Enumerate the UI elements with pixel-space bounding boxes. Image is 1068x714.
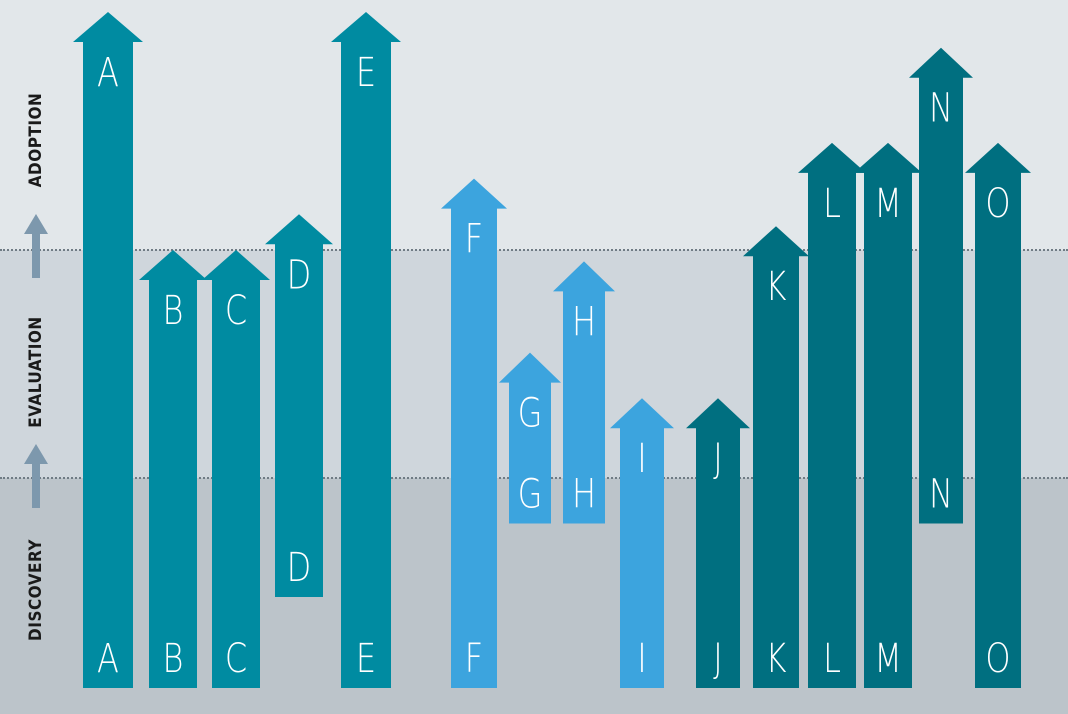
arrow-a-shape — [73, 12, 143, 688]
arrow-m: MM — [854, 142, 922, 688]
arrow-k-end-label: K — [766, 263, 787, 310]
arrow-b-start-label: B — [163, 634, 184, 681]
arrow-l: LL — [798, 142, 866, 688]
arrow-g-shape — [499, 352, 561, 524]
arrow-b-shape — [139, 250, 207, 688]
arrow-i: II — [610, 398, 674, 688]
arrow-i-end-label: I — [637, 435, 646, 482]
arrow-e: EE — [331, 12, 401, 688]
arrow-l-shape — [798, 142, 866, 688]
arrow-n-shape — [909, 47, 973, 524]
arrow-c: CC — [202, 250, 270, 688]
arrow-b: BB — [139, 250, 207, 688]
arrow-e-start-label: E — [356, 634, 376, 681]
arrow-m-start-label: M — [874, 634, 902, 681]
arrow-o: OO — [965, 142, 1031, 688]
arrow-h-shape — [553, 261, 615, 524]
arrow-e-end-label: E — [356, 48, 376, 95]
arrow-d-shape — [265, 214, 333, 598]
arrow-f-shape — [441, 178, 507, 688]
arrow-k-shape — [743, 226, 809, 688]
arrow-l-end-label: L — [823, 179, 841, 226]
arrow-h-start-label: H — [572, 470, 596, 517]
arrow-b-end-label: B — [163, 286, 184, 333]
arrow-g-end-label: G — [518, 389, 543, 436]
arrow-i-start-label: I — [637, 634, 646, 681]
arrow-m-end-label: M — [874, 179, 902, 226]
arrow-a-start-label: A — [97, 634, 119, 681]
arrow-a-end-label: A — [97, 48, 119, 95]
up-arrow-icon — [24, 214, 48, 278]
arrow-f-end-label: F — [465, 215, 483, 262]
arrow-i-shape — [610, 398, 674, 688]
arrow-h-end-label: H — [572, 298, 596, 345]
arrow-d-start-label: D — [287, 543, 312, 590]
arrow-o-end-label: O — [985, 179, 1010, 226]
arrow-j-end-label: J — [713, 435, 722, 482]
arrow-g-start-label: G — [518, 470, 543, 517]
evaluation-adoption-divider — [0, 249, 1068, 251]
arrow-k: KK — [743, 226, 809, 688]
arrow-f: FF — [441, 178, 507, 688]
up-arrow-icon — [24, 444, 48, 508]
arrow-k-start-label: K — [766, 634, 787, 681]
arrow-o-start-label: O — [985, 634, 1010, 681]
arrow-j-start-label: J — [713, 634, 722, 681]
arrow-g: GG — [499, 352, 561, 524]
arrow-e-shape — [331, 12, 401, 688]
arrow-c-shape — [202, 250, 270, 688]
arrow-n-start-label: N — [929, 470, 953, 517]
arrow-j-shape — [686, 398, 750, 688]
arrow-c-end-label: C — [225, 286, 247, 333]
arrow-h: HH — [553, 261, 615, 524]
arrow-n-end-label: N — [929, 84, 953, 131]
arrow-n: NN — [909, 47, 973, 524]
arrow-m-shape — [854, 142, 922, 688]
arrow-a: AA — [73, 12, 143, 688]
arrow-d-end-label: D — [287, 251, 312, 298]
arrow-f-start-label: F — [465, 634, 483, 681]
arrow-c-start-label: C — [225, 634, 247, 681]
arrow-j: JJ — [686, 398, 750, 688]
arrow-o-shape — [965, 142, 1031, 688]
arrow-l-start-label: L — [823, 634, 841, 681]
arrow-d: DD — [265, 214, 333, 598]
